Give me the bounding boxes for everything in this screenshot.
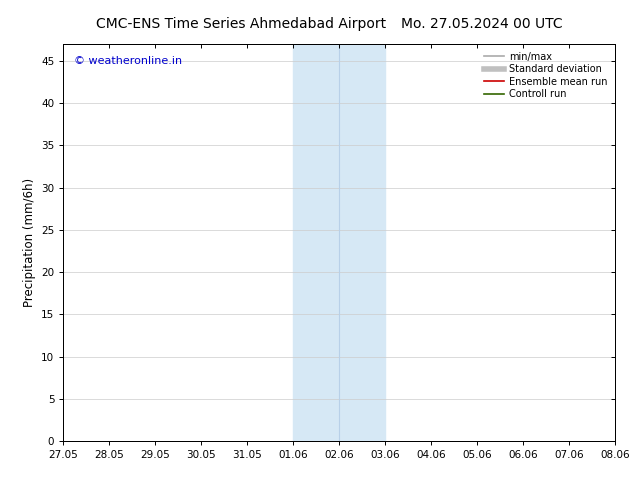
Bar [293, 44, 385, 441]
Y-axis label: Precipitation (mm/6h): Precipitation (mm/6h) [23, 178, 36, 307]
Text: © weatheronline.in: © weatheronline.in [74, 56, 183, 66]
Text: Mo. 27.05.2024 00 UTC: Mo. 27.05.2024 00 UTC [401, 17, 562, 31]
Text: CMC-ENS Time Series Ahmedabad Airport: CMC-ENS Time Series Ahmedabad Airport [96, 17, 386, 31]
Legend: min/max, Standard deviation, Ensemble mean run, Controll run: min/max, Standard deviation, Ensemble me… [481, 49, 610, 102]
